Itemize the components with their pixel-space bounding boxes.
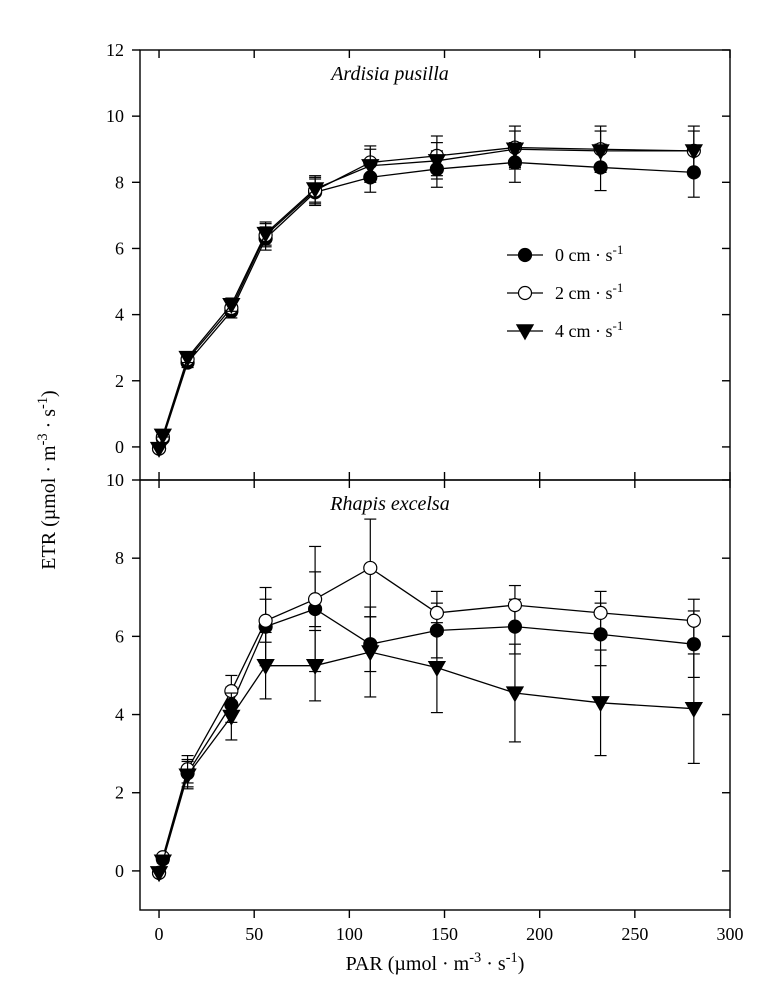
panel-title: Rhapis excelsa xyxy=(329,493,449,515)
legend-label: 2 cm · s-1 xyxy=(555,280,623,304)
svg-text:250: 250 xyxy=(621,924,648,944)
svg-text:300: 300 xyxy=(717,924,744,944)
svg-text:6: 6 xyxy=(115,626,124,646)
svg-text:2: 2 xyxy=(115,371,124,391)
svg-text:50: 50 xyxy=(245,924,263,944)
svg-text:8: 8 xyxy=(115,548,124,568)
svg-text:12: 12 xyxy=(106,40,124,60)
svg-text:2: 2 xyxy=(115,783,124,803)
svg-text:0: 0 xyxy=(115,861,124,881)
legend-label: 4 cm · s-1 xyxy=(555,318,623,342)
legend: 0 cm · s-1 2 cm · s-1 4 cm · s-1 xyxy=(507,242,623,342)
panel-title: Ardisia pusilla xyxy=(329,63,449,85)
x-axis-label: PAR (µmol · m-3 · s-1) xyxy=(346,950,525,975)
etr-par-figure: 050100150200250300PAR (µmol · m-3 · s-1)… xyxy=(0,0,775,1003)
svg-text:100: 100 xyxy=(336,924,363,944)
svg-text:8: 8 xyxy=(115,172,124,192)
series-line xyxy=(159,568,694,873)
svg-text:10: 10 xyxy=(106,106,124,126)
svg-text:4: 4 xyxy=(115,305,124,325)
svg-text:0: 0 xyxy=(155,924,164,944)
series-line xyxy=(159,162,694,448)
svg-text:4: 4 xyxy=(115,705,124,725)
svg-text:0: 0 xyxy=(115,437,124,457)
y-axis-label: ETR (µmol · m-3 · s-1) xyxy=(35,390,60,569)
panel-plot-area xyxy=(151,519,702,881)
legend-label: 0 cm · s-1 xyxy=(555,242,623,266)
svg-text:6: 6 xyxy=(115,238,124,258)
series-line xyxy=(159,609,694,873)
svg-text:150: 150 xyxy=(431,924,458,944)
svg-text:10: 10 xyxy=(106,470,124,490)
svg-text:200: 200 xyxy=(526,924,553,944)
